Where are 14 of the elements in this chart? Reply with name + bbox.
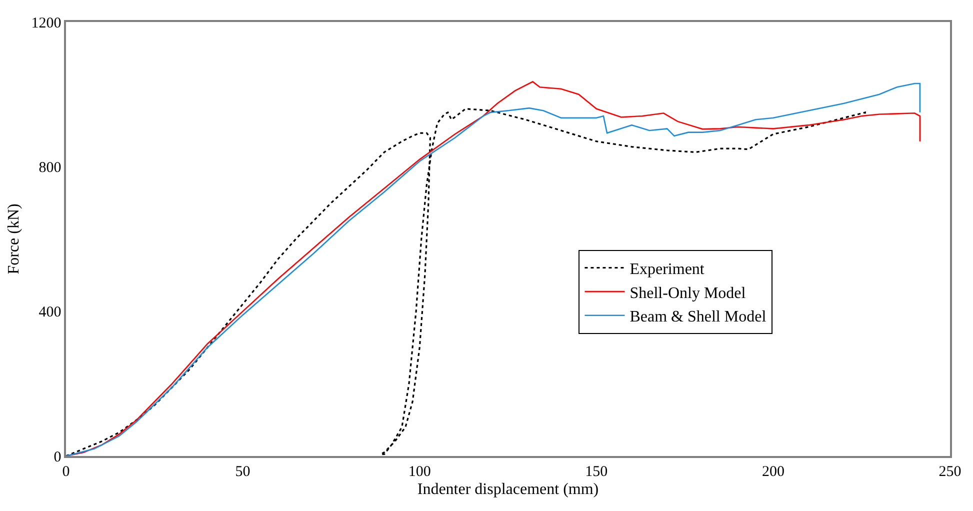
x-tick-label: 50 [235,464,250,480]
y-tick-label: 0 [54,449,62,466]
y-tick-label: 1200 [31,15,62,32]
y-axis-title: Force (kN) [6,204,23,274]
x-tick-label: 200 [762,464,784,480]
x-tick-label: 100 [408,464,431,480]
legend-label: Beam & Shell Model [630,308,767,326]
legend-label: Shell-Only Model [630,284,746,302]
x-tick-label: 250 [938,464,962,480]
y-tick-label: 800 [38,160,62,176]
x-axis-title: Indenter displacement (mm) [417,480,599,498]
legend-label: Experiment [630,260,705,278]
x-tick-label: 150 [585,464,608,480]
y-tick-label: 400 [38,304,62,321]
